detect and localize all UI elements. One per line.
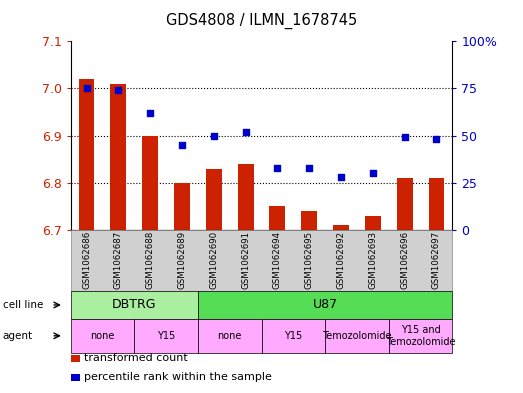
Text: GSM1062693: GSM1062693	[368, 231, 378, 289]
Text: GSM1062689: GSM1062689	[177, 231, 187, 289]
Text: GSM1062694: GSM1062694	[273, 231, 282, 289]
Text: GSM1062690: GSM1062690	[209, 231, 218, 289]
Point	[178, 142, 186, 148]
Text: agent: agent	[3, 331, 33, 341]
Bar	[397, 178, 413, 230]
Text: GSM1062687: GSM1062687	[114, 231, 123, 290]
Point	[305, 165, 313, 171]
Text: Y15: Y15	[157, 331, 175, 341]
Text: GSM1062692: GSM1062692	[336, 231, 346, 289]
Text: DBTRG: DBTRG	[112, 298, 156, 312]
Text: Temozolomide: Temozolomide	[322, 331, 392, 341]
Bar	[142, 136, 158, 230]
Text: cell line: cell line	[3, 300, 43, 310]
Bar	[206, 169, 222, 230]
Point	[337, 174, 345, 180]
Text: percentile rank within the sample: percentile rank within the sample	[84, 372, 271, 382]
Text: GSM1062697: GSM1062697	[432, 231, 441, 289]
Bar	[174, 183, 190, 230]
Text: U87: U87	[313, 298, 338, 312]
Point	[242, 129, 250, 135]
Point	[114, 87, 122, 94]
Bar	[269, 206, 286, 230]
Point	[146, 110, 154, 116]
Point	[82, 85, 90, 92]
Bar	[110, 84, 126, 230]
Bar	[333, 225, 349, 230]
Bar	[428, 178, 445, 230]
Point	[210, 132, 218, 139]
Text: GDS4808 / ILMN_1678745: GDS4808 / ILMN_1678745	[166, 13, 357, 29]
Bar	[237, 164, 254, 230]
Text: transformed count: transformed count	[84, 353, 187, 364]
Text: Y15: Y15	[284, 331, 302, 341]
Text: GSM1062688: GSM1062688	[145, 231, 155, 290]
Text: GSM1062696: GSM1062696	[400, 231, 409, 289]
Point	[273, 165, 281, 171]
Bar	[78, 79, 95, 230]
Text: none: none	[90, 331, 115, 341]
Text: Y15 and
Temozolomide: Y15 and Temozolomide	[386, 325, 456, 347]
Point	[433, 136, 441, 143]
Bar	[301, 211, 317, 230]
Bar	[365, 216, 381, 230]
Text: none: none	[218, 331, 242, 341]
Point	[369, 170, 377, 176]
Text: GSM1062691: GSM1062691	[241, 231, 250, 289]
Text: GSM1062686: GSM1062686	[82, 231, 91, 290]
Text: GSM1062695: GSM1062695	[305, 231, 314, 289]
Point	[401, 134, 409, 141]
